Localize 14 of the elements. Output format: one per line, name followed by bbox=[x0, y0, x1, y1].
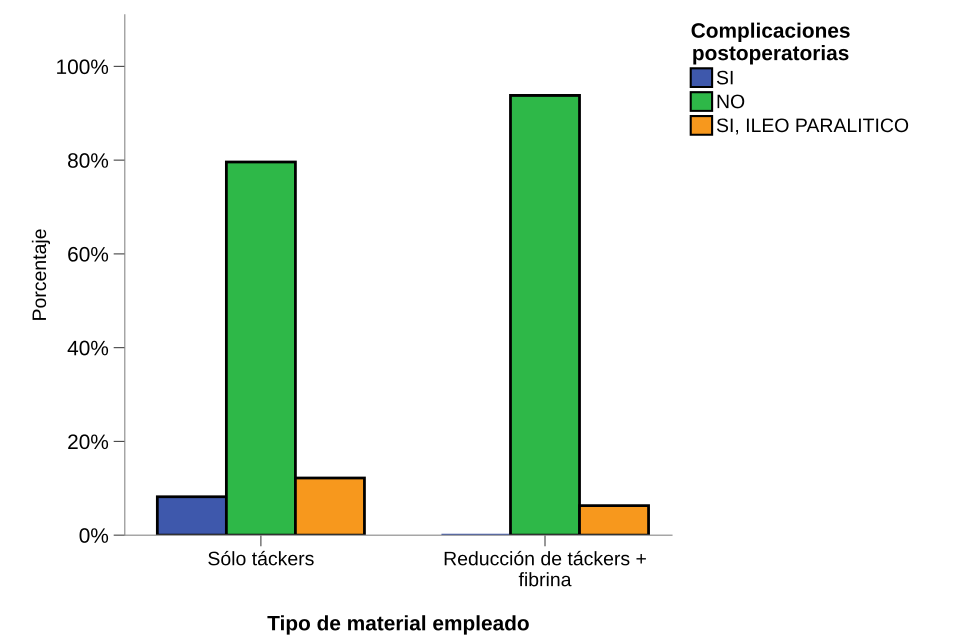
y-tick-label: 0% bbox=[80, 528, 108, 543]
y-tick-label: 60% bbox=[68, 246, 108, 262]
legend-label: NO bbox=[718, 94, 744, 108]
y-tick-label: 80% bbox=[68, 153, 108, 168]
legend-label: SI, ILEO PARALITICO bbox=[716, 118, 908, 135]
x-tick-label: Sólo táckers bbox=[208, 550, 314, 566]
x-axis-title: Tipo de material empleado bbox=[267, 615, 529, 635]
y-tick-label: 100% bbox=[57, 59, 108, 74]
legend-title: Complicaciones postoperatorias bbox=[692, 22, 850, 64]
y-axis-title: Porcentaje bbox=[32, 229, 50, 320]
legend-label: SI bbox=[716, 70, 733, 84]
y-tick-label: 20% bbox=[68, 434, 108, 450]
x-tick-label: Reducción de táckers + fibrina bbox=[444, 550, 646, 586]
y-tick-label: 40% bbox=[68, 340, 108, 356]
